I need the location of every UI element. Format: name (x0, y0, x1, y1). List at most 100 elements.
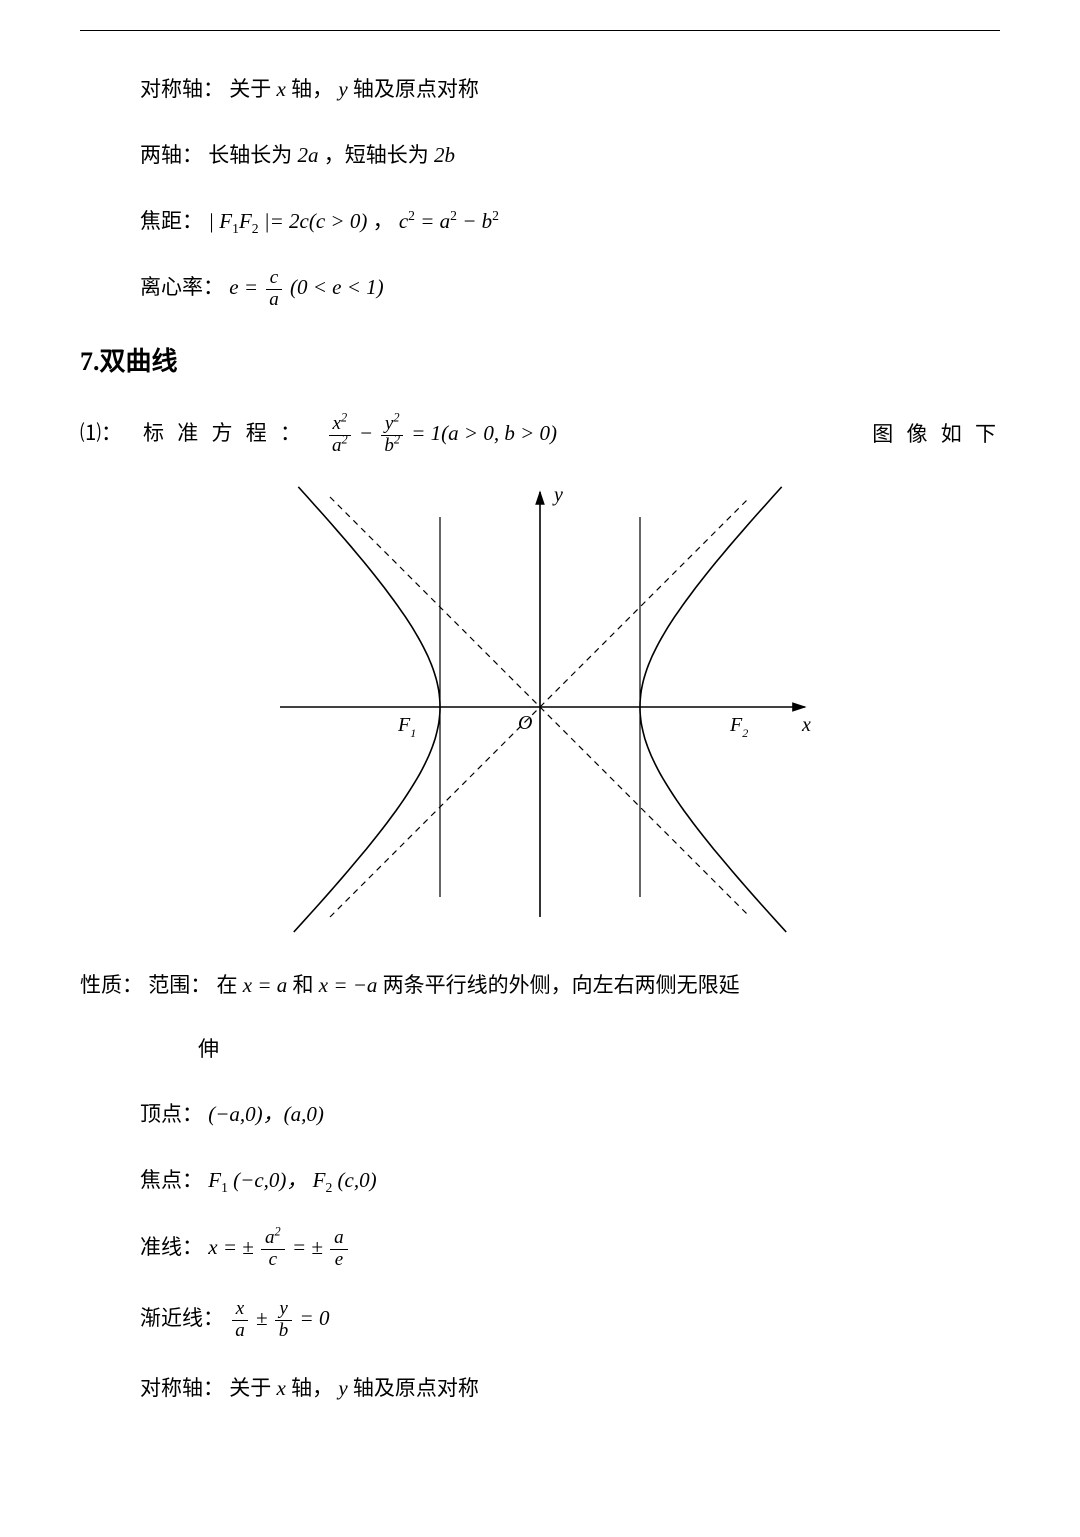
c: c (399, 209, 408, 233)
t: 轴， (291, 1376, 333, 1400)
ellipse-axes: 两轴： 长轴长为 2a ，短轴长为 2b (140, 137, 1000, 175)
frac-a-e: a e (330, 1228, 348, 1271)
frac-a2-c: a2 c (261, 1228, 285, 1271)
den: a (265, 290, 283, 311)
text: 轴及原点对称 (353, 77, 479, 101)
ellipse-focal: 焦距： | F1F2 |= 2c(c > 0) ， c2 = a2 − b2 (140, 203, 1000, 241)
eq2: = a (420, 209, 450, 233)
x: x (277, 1376, 286, 1400)
label: 标 准 方 程 ： (143, 421, 305, 445)
val-2a: 2a (298, 143, 319, 167)
sup: 2 (408, 208, 415, 223)
frac-c-a: c a (265, 268, 283, 311)
t: 和 (293, 973, 314, 997)
range-label: 范围： (148, 973, 211, 997)
num: c (266, 268, 282, 290)
den: b2 (380, 436, 404, 457)
hyperbola-properties: 性质： 范围： 在 x = a 和 x = −a 两条平行线的外侧，向左右两侧无… (80, 967, 1000, 1408)
num: y2 (381, 414, 404, 436)
minus: − b (462, 209, 492, 233)
e-eq: e = (229, 276, 263, 300)
svg-text:x: x (801, 714, 811, 736)
den: b (275, 1321, 293, 1342)
frac-x2-a2: x2 a2 (328, 414, 352, 457)
t: 关于 (229, 1376, 271, 1400)
text: ，短轴长为 (324, 143, 429, 167)
ellipse-eccentricity: 离心率： e = c a (0 < e < 1) (140, 268, 1000, 311)
label: 准线： (140, 1235, 203, 1259)
x-eq-a: x = a (243, 973, 288, 997)
frac-y-b: y b (275, 1299, 293, 1342)
prop-range: 性质： 范围： 在 x = a 和 x = −a 两条平行线的外侧，向左右两侧无… (80, 967, 1000, 1069)
tail: = 1(a > 0, b > 0) (411, 421, 557, 445)
f: F (239, 209, 252, 233)
den: c (265, 1250, 281, 1271)
text: 轴， (291, 77, 333, 101)
range-cont: 伸 (198, 1031, 1000, 1069)
svg-text:O: O (518, 712, 532, 734)
svg-text:F2: F2 (729, 714, 748, 740)
var-x: x (277, 77, 286, 101)
f1f2-a: | F (208, 209, 232, 233)
num: y (275, 1299, 291, 1321)
label: 顶点： (140, 1102, 203, 1126)
sub2: 2 (252, 221, 259, 236)
num: x (232, 1299, 248, 1321)
x-eq: x = ± (208, 1235, 259, 1259)
t: 轴及原点对称 (353, 1376, 479, 1400)
eq: |= 2c(c > 0) (264, 209, 368, 233)
label: 对称轴： (140, 1376, 224, 1400)
prop-symmetry: 对称轴： 关于 x 轴， y 轴及原点对称 (140, 1370, 1000, 1408)
hyperbola-diagram: y x O F1 F2 (80, 477, 1000, 937)
sub1: 1 (232, 221, 239, 236)
val-2b: 2b (434, 143, 455, 167)
hyperbola-std-eq-row: ⑴： 标 准 方 程 ： x2 a2 − y2 b2 = 1(a > 0, b … (80, 414, 1000, 457)
prop-focus: 焦点： F1 (−c,0)， F2 (c,0) (140, 1162, 1000, 1200)
sup: 2 (492, 208, 499, 223)
label: 两轴： (140, 143, 203, 167)
left-group: ⑴： 标 准 方 程 ： x2 a2 − y2 b2 = 1(a > 0, b … (80, 414, 557, 457)
label: 对称轴： (140, 77, 224, 101)
svg-text:F1: F1 (397, 714, 416, 740)
section-7-title: 7.双曲线 (80, 339, 1000, 386)
svg-text:y: y (552, 484, 563, 506)
v2: (c,0) (338, 1168, 377, 1192)
text: 关于 (229, 77, 271, 101)
frac-y2-b2: y2 b2 (380, 414, 404, 457)
label: 焦点： (140, 1168, 203, 1192)
mid: = ± (292, 1235, 328, 1259)
prop-asymptote: 渐近线： x a ± y b = 0 (140, 1299, 1000, 1342)
den: a (231, 1321, 249, 1342)
label: 焦距： (140, 209, 203, 233)
hyperbola-svg: y x O F1 F2 (260, 477, 820, 937)
sup: 2 (450, 208, 457, 223)
range: (0 < e < 1) (290, 276, 384, 300)
props-label: 性质： (80, 967, 143, 1005)
ellipse-symmetry: 对称轴： 关于 x 轴， y 轴及原点对称 (140, 71, 1000, 109)
den: e (331, 1250, 347, 1271)
prop-directrix: 准线： x = ± a2 c = ± a e (140, 1228, 1000, 1271)
minus: − (359, 421, 378, 445)
num: a2 (261, 1228, 285, 1250)
label: 渐近线： (140, 1306, 224, 1330)
v1: (−c,0)， (233, 1168, 307, 1192)
val: (−a,0)，(a,0) (208, 1102, 324, 1126)
num: a (330, 1228, 348, 1250)
frac-x-a: x a (231, 1299, 249, 1342)
right-label: 图 像 如 下 (872, 416, 1000, 454)
prop-vertex: 顶点： (−a,0)，(a,0) (140, 1096, 1000, 1134)
text: 长轴长为 (208, 143, 292, 167)
var-y: y (338, 77, 347, 101)
prefix: ⑴： (80, 421, 122, 445)
t: 两条平行线的外侧，向左右两侧无限延 (383, 973, 740, 997)
den: a2 (328, 436, 352, 457)
eq0: = 0 (300, 1306, 330, 1330)
comma: ， (373, 209, 394, 233)
top-rule (80, 30, 1000, 31)
x-eq-neg-a: x = −a (319, 973, 378, 997)
f1: F (208, 1168, 221, 1192)
y: y (338, 1376, 347, 1400)
num: x2 (329, 414, 352, 436)
pm: ± (256, 1306, 273, 1330)
f2: F (313, 1168, 326, 1192)
